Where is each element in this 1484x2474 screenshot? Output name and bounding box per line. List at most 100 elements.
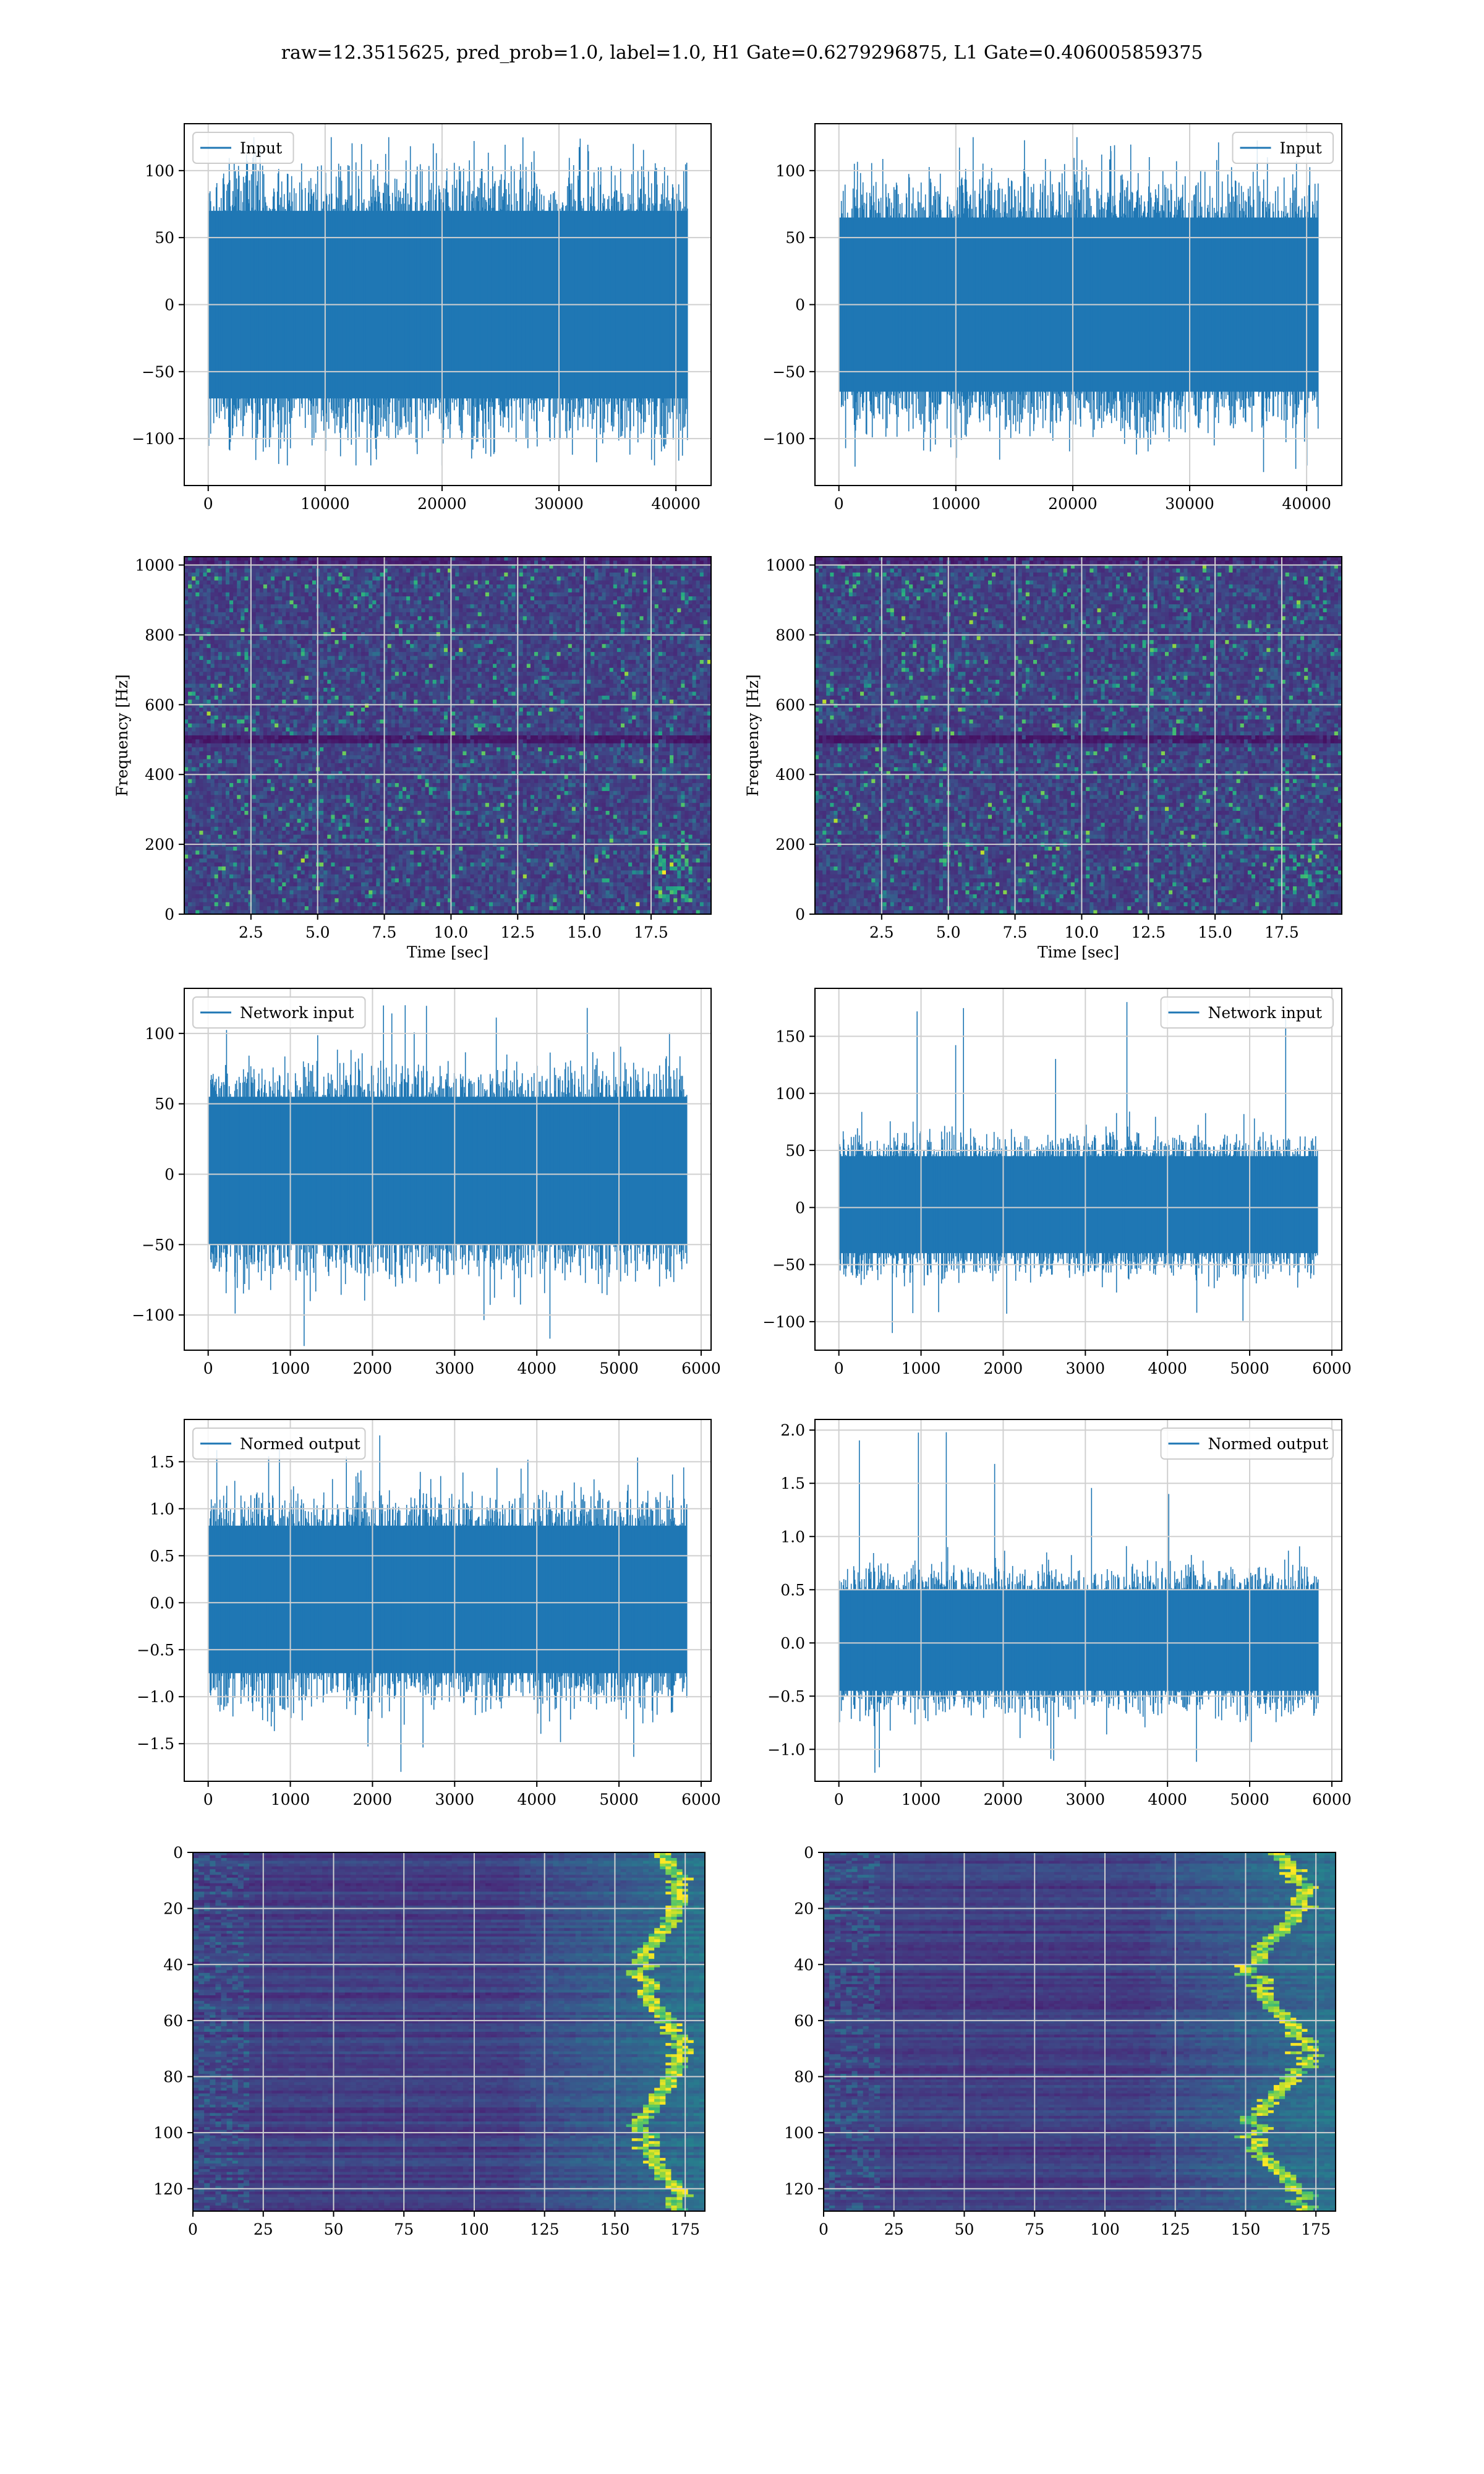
heatmap-cell	[414, 592, 418, 597]
heatmap-cell	[349, 659, 354, 664]
heatmap-cell	[613, 564, 618, 569]
heatmap-cell	[432, 576, 437, 581]
heatmap-cell	[365, 687, 369, 692]
heatmap-cell	[293, 600, 298, 605]
heatmap-cell	[650, 584, 655, 589]
heatmap-cell	[579, 656, 584, 661]
heatmap-cell	[556, 596, 561, 601]
heatmap-cell	[571, 580, 576, 585]
heatmap-cell	[286, 588, 290, 593]
heatmap-cell	[188, 612, 192, 617]
heatmap-cell	[293, 616, 298, 621]
heatmap-cell	[221, 664, 226, 669]
heatmap-cell	[301, 608, 305, 613]
heatmap-cell	[616, 683, 621, 688]
heatmap-cell	[684, 568, 689, 573]
x-tick-label: 0	[834, 495, 844, 513]
heatmap-cell	[504, 576, 508, 581]
heatmap-cell	[267, 691, 271, 696]
heatmap-cell	[553, 620, 558, 625]
heatmap-cell	[391, 687, 396, 692]
heatmap-cell	[207, 648, 211, 653]
heatmap-cell	[402, 592, 407, 597]
heatmap-cell	[556, 667, 561, 672]
heatmap-cell	[519, 680, 524, 685]
heatmap-cell	[508, 604, 513, 609]
heatmap-cell	[192, 675, 196, 680]
heatmap-cell	[609, 584, 614, 589]
heatmap-cell	[654, 659, 659, 664]
heatmap-cell	[289, 584, 294, 589]
heatmap-cell	[210, 636, 215, 641]
heatmap-cell	[643, 687, 648, 692]
heatmap-cell	[237, 557, 241, 562]
heatmap-cell	[436, 564, 441, 569]
heatmap-cell	[538, 576, 542, 581]
heatmap-cell	[391, 600, 396, 605]
heatmap-cell	[511, 687, 516, 692]
heatmap-cell	[625, 659, 629, 664]
heatmap-cell	[301, 568, 305, 573]
heatmap-cell	[692, 652, 697, 657]
heatmap-cell	[625, 568, 629, 573]
heatmap-cell	[349, 592, 354, 597]
heatmap-cell	[650, 620, 655, 625]
heatmap-cell	[620, 656, 625, 661]
heatmap-cell	[192, 580, 196, 585]
heatmap-cell	[636, 664, 640, 669]
heatmap-cell	[504, 592, 508, 597]
heatmap-cell	[658, 576, 663, 581]
heatmap-cell	[443, 624, 448, 629]
heatmap-cell	[312, 636, 317, 641]
heatmap-cell	[188, 672, 192, 677]
heatmap-cell	[579, 557, 584, 562]
heatmap-cell	[406, 624, 411, 629]
heatmap-cell	[650, 564, 655, 569]
heatmap-cell	[485, 560, 490, 565]
heatmap-cell	[681, 596, 685, 601]
heatmap-cell	[417, 656, 422, 661]
heatmap-cell	[436, 604, 441, 609]
heatmap-cell	[297, 636, 302, 641]
heatmap-cell	[338, 608, 343, 613]
heatmap-cell	[188, 584, 192, 589]
heatmap-cell	[488, 680, 493, 685]
heatmap-cell	[255, 572, 260, 577]
heatmap-cell	[497, 588, 501, 593]
heatmap-cell	[673, 624, 678, 629]
heatmap-cell	[406, 576, 411, 581]
heatmap-cell	[474, 683, 479, 688]
heatmap-cell	[372, 628, 377, 633]
heatmap-cell	[406, 644, 411, 649]
heatmap-cell	[286, 600, 290, 605]
heatmap-cell	[293, 580, 298, 585]
heatmap-cell	[214, 584, 219, 589]
heatmap-cell	[681, 564, 685, 569]
heatmap-cell	[609, 659, 614, 664]
heatmap-cell	[429, 588, 433, 593]
heatmap-cell	[282, 572, 286, 577]
heatmap-cell	[402, 568, 407, 573]
heatmap-cell	[628, 576, 633, 581]
heatmap-cell	[270, 580, 275, 585]
heatmap-cell	[342, 572, 347, 577]
heatmap-cell	[568, 691, 573, 696]
heatmap-cell	[237, 667, 241, 672]
heatmap-cell	[394, 648, 399, 653]
heatmap-cell	[241, 672, 245, 677]
heatmap-cell	[218, 628, 223, 633]
heatmap-cell	[308, 624, 313, 629]
heatmap-cell	[414, 636, 418, 641]
heatmap-cell	[380, 640, 385, 644]
heatmap-cell	[376, 652, 381, 657]
heatmap-cell	[349, 616, 354, 621]
heatmap-cell	[485, 680, 490, 685]
heatmap-cell	[398, 600, 403, 605]
heatmap-cell	[304, 644, 309, 649]
heatmap-cell	[662, 604, 667, 609]
heatmap-cell	[383, 560, 388, 565]
heatmap-cell	[327, 620, 331, 625]
heatmap-cell	[616, 672, 621, 677]
heatmap-cell	[346, 568, 351, 573]
heatmap-cell	[297, 624, 302, 629]
